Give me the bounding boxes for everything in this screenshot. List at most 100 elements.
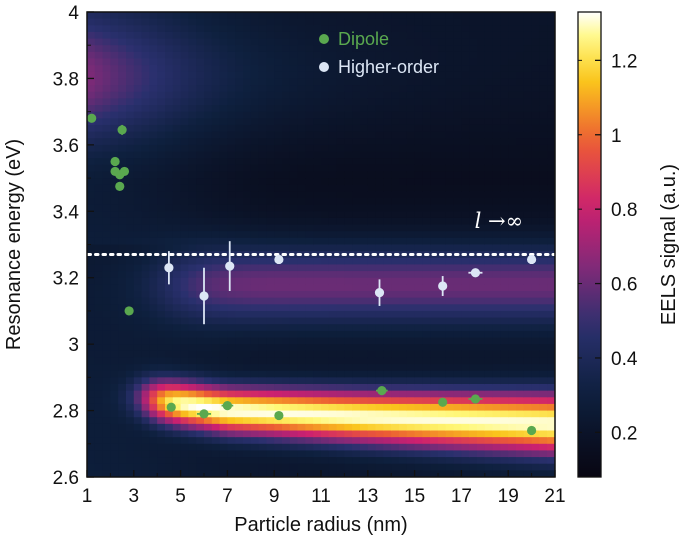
heatmap-cell <box>133 18 143 26</box>
heatmap-cell <box>172 178 182 186</box>
heatmap-cell <box>235 417 244 425</box>
heatmap-cell <box>367 324 377 332</box>
heatmap-cell <box>211 450 221 458</box>
heatmap-cell <box>297 264 306 272</box>
heatmap-cell <box>399 344 408 352</box>
heatmap-cell <box>165 330 174 339</box>
heatmap-cell <box>180 310 189 319</box>
heatmap-cell <box>94 164 104 173</box>
heatmap-cell <box>157 78 166 86</box>
heatmap-cell <box>110 131 119 139</box>
heatmap-cell <box>547 85 555 93</box>
heatmap-cell <box>141 91 150 99</box>
heatmap-cell <box>126 377 135 385</box>
heatmap-cell <box>406 231 416 239</box>
heatmap-cell <box>219 443 228 452</box>
heatmap-cell <box>305 264 314 272</box>
heatmap-cell <box>250 224 260 232</box>
heatmap-cell <box>438 410 447 418</box>
heatmap-cell <box>500 31 509 40</box>
heatmap-cell <box>157 251 166 259</box>
x-axis-title: Particle radius (nm) <box>234 514 407 536</box>
point-marker <box>199 291 209 301</box>
heatmap-cell <box>274 271 283 279</box>
heatmap-cell <box>204 198 213 206</box>
heatmap-cell <box>188 224 197 232</box>
heatmap-cell <box>375 164 384 173</box>
heatmap-cell <box>469 430 478 438</box>
heatmap-cell <box>383 317 392 325</box>
heatmap-cell <box>469 417 478 425</box>
heatmap-cell <box>469 158 478 166</box>
heatmap-cell <box>305 384 314 392</box>
heatmap-cell <box>422 297 431 305</box>
heatmap-cell <box>539 397 548 405</box>
heatmap-cell <box>235 12 244 20</box>
heatmap-cell <box>508 437 517 445</box>
heatmap-cell <box>321 337 330 345</box>
heatmap-cell <box>243 138 252 146</box>
heatmap-cell <box>165 377 174 385</box>
heatmap-cell <box>87 317 96 325</box>
heatmap-cell <box>422 430 431 438</box>
heatmap-cell <box>399 390 408 398</box>
heatmap-cell <box>204 45 213 53</box>
heatmap-cell <box>531 357 540 365</box>
heatmap-cell <box>531 317 540 325</box>
heatmap-cell <box>328 423 338 432</box>
heatmap-cell <box>204 12 213 20</box>
heatmap-cell <box>531 370 540 378</box>
heatmap-cell <box>289 51 299 60</box>
heatmap-cell <box>399 284 408 292</box>
heatmap-cell <box>133 403 143 412</box>
heatmap-cell <box>539 423 548 432</box>
heatmap-cell <box>492 264 501 272</box>
heatmap-cell <box>492 457 501 465</box>
heatmap-cell <box>94 264 104 272</box>
heatmap-cell <box>118 244 127 252</box>
heatmap-cell <box>321 324 330 332</box>
heatmap-cell <box>266 191 275 199</box>
heatmap-cell <box>344 144 353 153</box>
heatmap-cell <box>102 151 111 159</box>
heatmap-cell <box>422 105 431 113</box>
heatmap-cell <box>508 65 517 73</box>
heatmap-cell <box>243 211 252 219</box>
heatmap-cell <box>133 410 143 418</box>
heatmap-cell <box>438 231 447 239</box>
heatmap-cell <box>211 138 221 146</box>
heatmap-cell <box>87 91 96 99</box>
heatmap-cell <box>227 231 236 239</box>
heatmap-cell <box>87 337 96 345</box>
heatmap-cell <box>110 38 119 46</box>
heatmap-cell <box>305 271 314 279</box>
heatmap-cell <box>204 237 213 246</box>
heatmap-cell <box>196 317 205 325</box>
heatmap-cell <box>297 271 306 279</box>
heatmap-cell <box>211 344 221 352</box>
heatmap-cell <box>539 71 548 80</box>
heatmap-cell <box>313 463 322 471</box>
heatmap-cell <box>102 178 111 186</box>
heatmap-cell <box>523 317 533 325</box>
heatmap-cell <box>305 350 314 359</box>
heatmap-cell <box>141 370 150 378</box>
heatmap-cell <box>391 390 400 398</box>
heatmap-cell <box>523 191 533 199</box>
heatmap-cell <box>547 330 555 339</box>
heatmap-cell <box>258 364 267 372</box>
heatmap-cell <box>188 138 197 146</box>
heatmap-cell <box>484 403 494 412</box>
x-tick-label: 13 <box>357 486 378 507</box>
heatmap-cell <box>250 138 260 146</box>
heatmap-cell <box>438 377 447 385</box>
heatmap-cell <box>414 443 423 452</box>
heatmap-cell <box>258 304 267 312</box>
heatmap-cell <box>477 397 486 405</box>
heatmap-cell <box>227 138 236 146</box>
heatmap-cell <box>344 237 353 246</box>
heatmap-cell <box>352 12 361 20</box>
heatmap-cell <box>422 91 431 99</box>
heatmap-cell <box>508 164 517 173</box>
heatmap-cell <box>297 330 306 339</box>
